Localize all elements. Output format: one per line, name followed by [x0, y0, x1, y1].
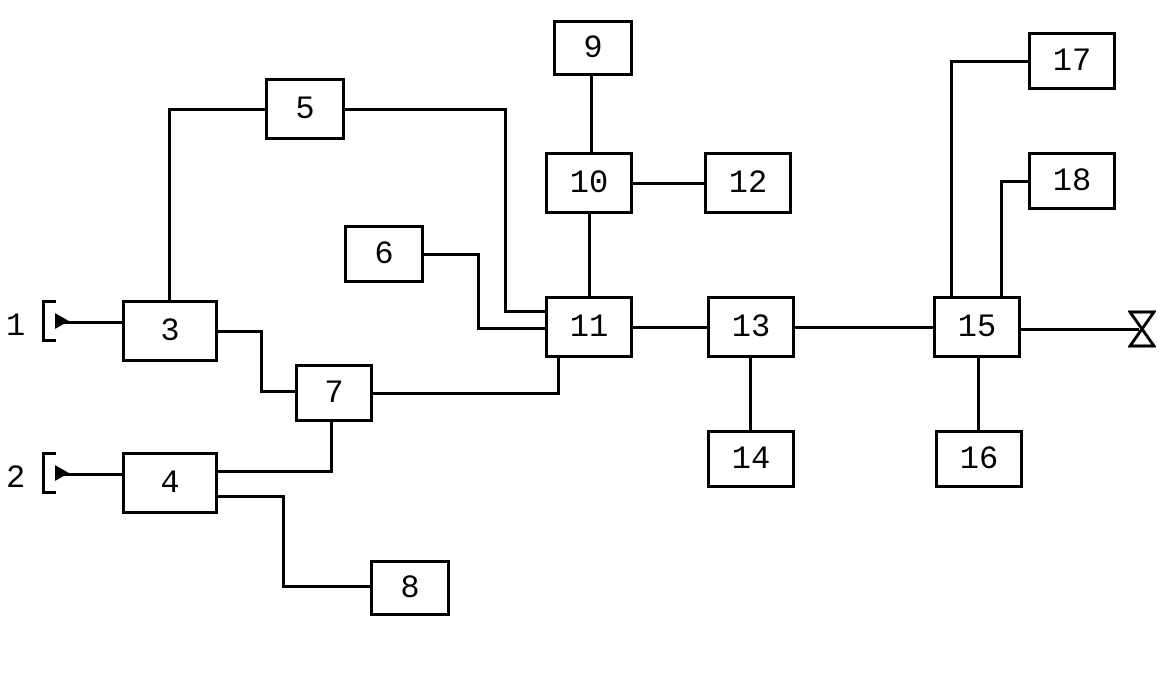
node-4: 4 [122, 452, 218, 514]
edge-n15-n17-h [950, 60, 1028, 63]
edge-n15-n17-v [950, 60, 953, 296]
node-label: 8 [400, 570, 419, 607]
edge-n15-n18-v [1000, 180, 1003, 296]
edge-port1-n3 [62, 321, 122, 324]
node-5: 5 [265, 78, 345, 140]
edge-n11-n13 [633, 326, 707, 329]
edge-n5-n11-v [504, 108, 507, 313]
edge-n13-n14 [749, 358, 752, 430]
port-2-top [42, 452, 56, 455]
node-label: 14 [732, 441, 770, 478]
edge-n13-n15 [795, 326, 933, 329]
edge-n4-n8-h [218, 495, 285, 498]
edge-n4-n8-h2 [282, 585, 370, 588]
edge-n15-n18-h [1000, 180, 1028, 183]
node-15: 15 [933, 296, 1021, 358]
node-6: 6 [344, 225, 424, 283]
valve-icon [1128, 310, 1156, 348]
node-9: 9 [553, 20, 633, 76]
edge-n10-n12 [633, 182, 704, 185]
node-label: 5 [295, 91, 314, 128]
edge-n4-n7-v [330, 422, 333, 470]
edge-n3-n7 [218, 330, 263, 333]
edge-n6-n11-h [424, 253, 480, 256]
node-label: 17 [1053, 43, 1091, 80]
edge-n7-n11-h [373, 392, 560, 395]
node-label: 6 [374, 236, 393, 273]
edge-n7-n11-v [557, 358, 560, 395]
port-2-stub [42, 452, 45, 494]
node-label: 15 [958, 309, 996, 346]
edge-n9-n10 [590, 76, 593, 152]
port-2-arrow-icon [55, 465, 69, 481]
node-label: 13 [732, 309, 770, 346]
node-label: 10 [570, 165, 608, 202]
port-1-stub [42, 300, 45, 342]
port-2-bot [42, 491, 56, 494]
node-11: 11 [545, 296, 633, 358]
node-label: 7 [324, 375, 343, 412]
edge-n4-n8-v [282, 495, 285, 587]
edge-n6-n11-v [477, 253, 480, 330]
node-label: 3 [160, 313, 179, 350]
port-1-arrow-icon [55, 313, 69, 329]
edge-n4-n7-h [218, 470, 333, 473]
node-label: 18 [1053, 163, 1091, 200]
node-label: 16 [960, 441, 998, 478]
node-label: 11 [570, 309, 608, 346]
node-13: 13 [707, 296, 795, 358]
edge-n6-n11-h2 [477, 327, 545, 330]
node-18: 18 [1028, 152, 1116, 210]
node-label: 4 [160, 465, 179, 502]
edge-port2-n4 [62, 473, 122, 476]
port-1-bot [42, 339, 56, 342]
node-3: 3 [122, 300, 218, 362]
node-label: 9 [583, 30, 602, 67]
edge-n5-n11-h [345, 108, 507, 111]
node-8: 8 [370, 560, 450, 616]
node-label: 12 [729, 165, 767, 202]
edge-n10-n11 [588, 214, 591, 296]
edge-n15-n16 [977, 358, 980, 430]
edge-n5-n11-h2 [504, 310, 545, 313]
edge-n3-n5-h [168, 108, 265, 111]
node-17: 17 [1028, 32, 1116, 90]
node-16: 16 [935, 430, 1023, 488]
port-1-top [42, 300, 56, 303]
node-12: 12 [704, 152, 792, 214]
ext-label-1: 1 [6, 308, 25, 345]
ext-label-2: 2 [6, 460, 25, 497]
edge-n3-n7-v [260, 330, 263, 392]
edge-n3-n7-h2 [260, 390, 295, 393]
edge-n3-n5-v [168, 108, 171, 300]
node-14: 14 [707, 430, 795, 488]
edge-n15-out [1021, 328, 1139, 331]
node-7: 7 [295, 364, 373, 422]
node-10: 10 [545, 152, 633, 214]
